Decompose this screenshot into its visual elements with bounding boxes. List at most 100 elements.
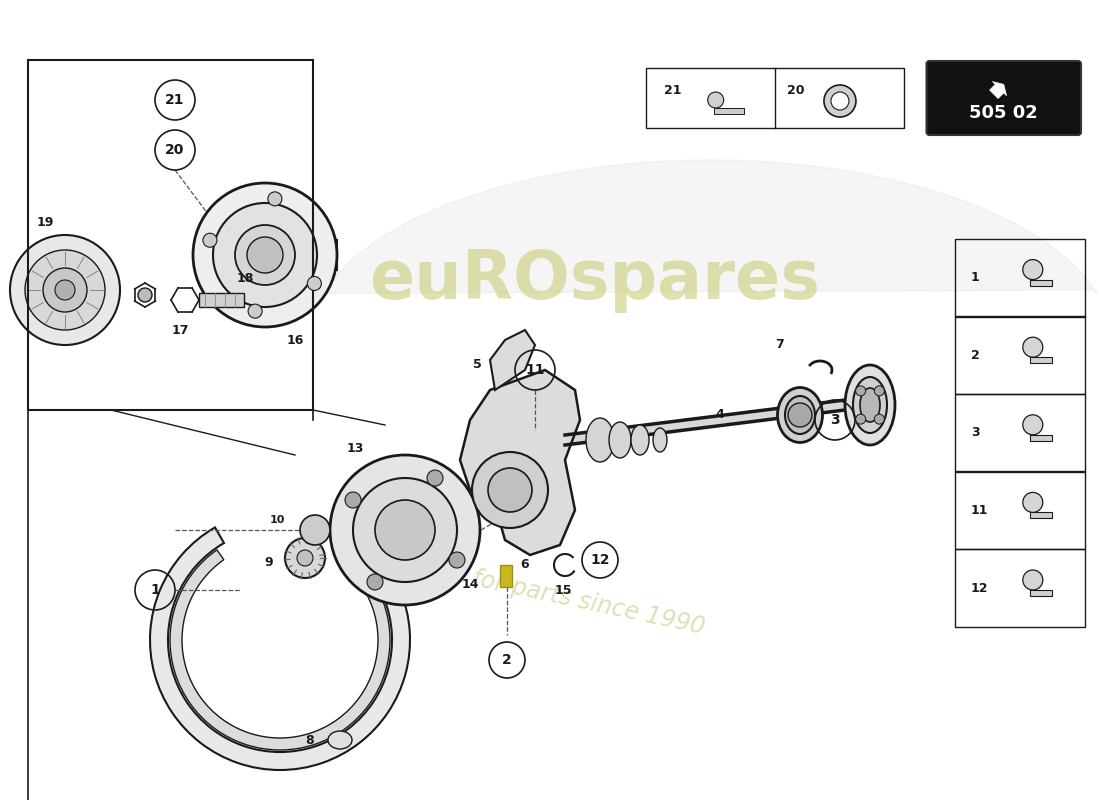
FancyBboxPatch shape [926,61,1081,135]
Text: 11: 11 [971,504,988,517]
Text: 505 02: 505 02 [969,104,1038,122]
Text: 13: 13 [346,442,364,454]
Circle shape [213,203,317,307]
Bar [955,549,1085,627]
Circle shape [830,92,849,110]
Circle shape [138,288,152,302]
Circle shape [192,183,337,327]
Text: 2: 2 [971,349,979,362]
Circle shape [367,574,383,590]
Circle shape [1023,570,1043,590]
Circle shape [25,250,104,330]
Circle shape [285,538,324,578]
Circle shape [268,192,282,206]
Text: 19: 19 [36,215,54,229]
Circle shape [297,550,313,566]
Ellipse shape [586,418,614,462]
Circle shape [10,235,120,345]
Circle shape [1023,338,1043,357]
Ellipse shape [845,365,895,445]
Ellipse shape [852,377,887,433]
Polygon shape [490,330,535,390]
Bar [955,471,1085,550]
Text: 18: 18 [236,271,254,285]
Circle shape [874,386,884,396]
Text: euROspares: euROspares [370,247,821,313]
Bar [955,316,1085,394]
Text: 1: 1 [971,271,979,284]
Bar [1030,435,1052,441]
Polygon shape [460,370,580,555]
Text: 1: 1 [150,583,160,597]
Text: 21: 21 [663,83,681,97]
Text: 17: 17 [172,323,189,337]
Text: 7: 7 [776,338,784,351]
Ellipse shape [328,731,352,749]
Circle shape [824,85,856,117]
Ellipse shape [778,387,823,442]
Text: 15: 15 [554,583,572,597]
Polygon shape [300,235,337,275]
Text: 6: 6 [520,558,529,571]
Circle shape [488,468,532,512]
Circle shape [202,234,217,247]
Circle shape [874,414,884,424]
Circle shape [300,515,330,545]
Circle shape [249,304,262,318]
Ellipse shape [653,428,667,452]
Text: 5: 5 [473,358,482,371]
Circle shape [788,403,812,427]
Circle shape [472,452,548,528]
Circle shape [353,478,456,582]
Ellipse shape [631,425,649,455]
Circle shape [55,280,75,300]
Polygon shape [323,160,1097,294]
Text: 21: 21 [165,93,185,107]
Circle shape [235,225,295,285]
Circle shape [449,552,465,568]
Text: 4: 4 [716,409,725,422]
Wedge shape [150,527,410,770]
Text: 16: 16 [286,334,304,346]
Circle shape [1023,493,1043,513]
Bar [1030,279,1052,286]
Text: 10: 10 [270,515,285,525]
Text: 12: 12 [971,582,988,594]
Text: 2: 2 [502,653,512,667]
Text: 8: 8 [306,734,315,746]
Text: 3: 3 [971,426,979,439]
Circle shape [856,414,866,424]
Bar [1030,513,1052,518]
Circle shape [427,470,443,486]
Text: 3: 3 [830,413,839,427]
Text: 12: 12 [591,553,609,567]
Bar [1030,590,1052,596]
Bar [28,60,313,410]
Bar [500,565,512,587]
Circle shape [43,268,87,312]
Bar [1030,357,1052,363]
Ellipse shape [609,422,631,458]
Bar [646,68,904,128]
Ellipse shape [785,396,815,434]
Text: 14: 14 [461,578,478,591]
Circle shape [856,386,866,396]
Circle shape [307,277,321,290]
Text: 9: 9 [265,557,273,570]
Polygon shape [990,82,1006,98]
Bar [955,394,1085,472]
Bar [955,238,1085,317]
Circle shape [330,455,480,605]
Text: 20: 20 [786,83,804,97]
Bar [199,293,244,307]
Circle shape [375,500,434,560]
Text: 20: 20 [165,143,185,157]
Circle shape [248,237,283,273]
Circle shape [1023,414,1043,435]
Circle shape [707,92,724,108]
Bar [714,108,744,114]
Text: 11: 11 [526,363,544,377]
Text: a passion for parts since 1990: a passion for parts since 1990 [353,541,707,639]
Polygon shape [565,400,845,445]
Ellipse shape [860,388,880,422]
